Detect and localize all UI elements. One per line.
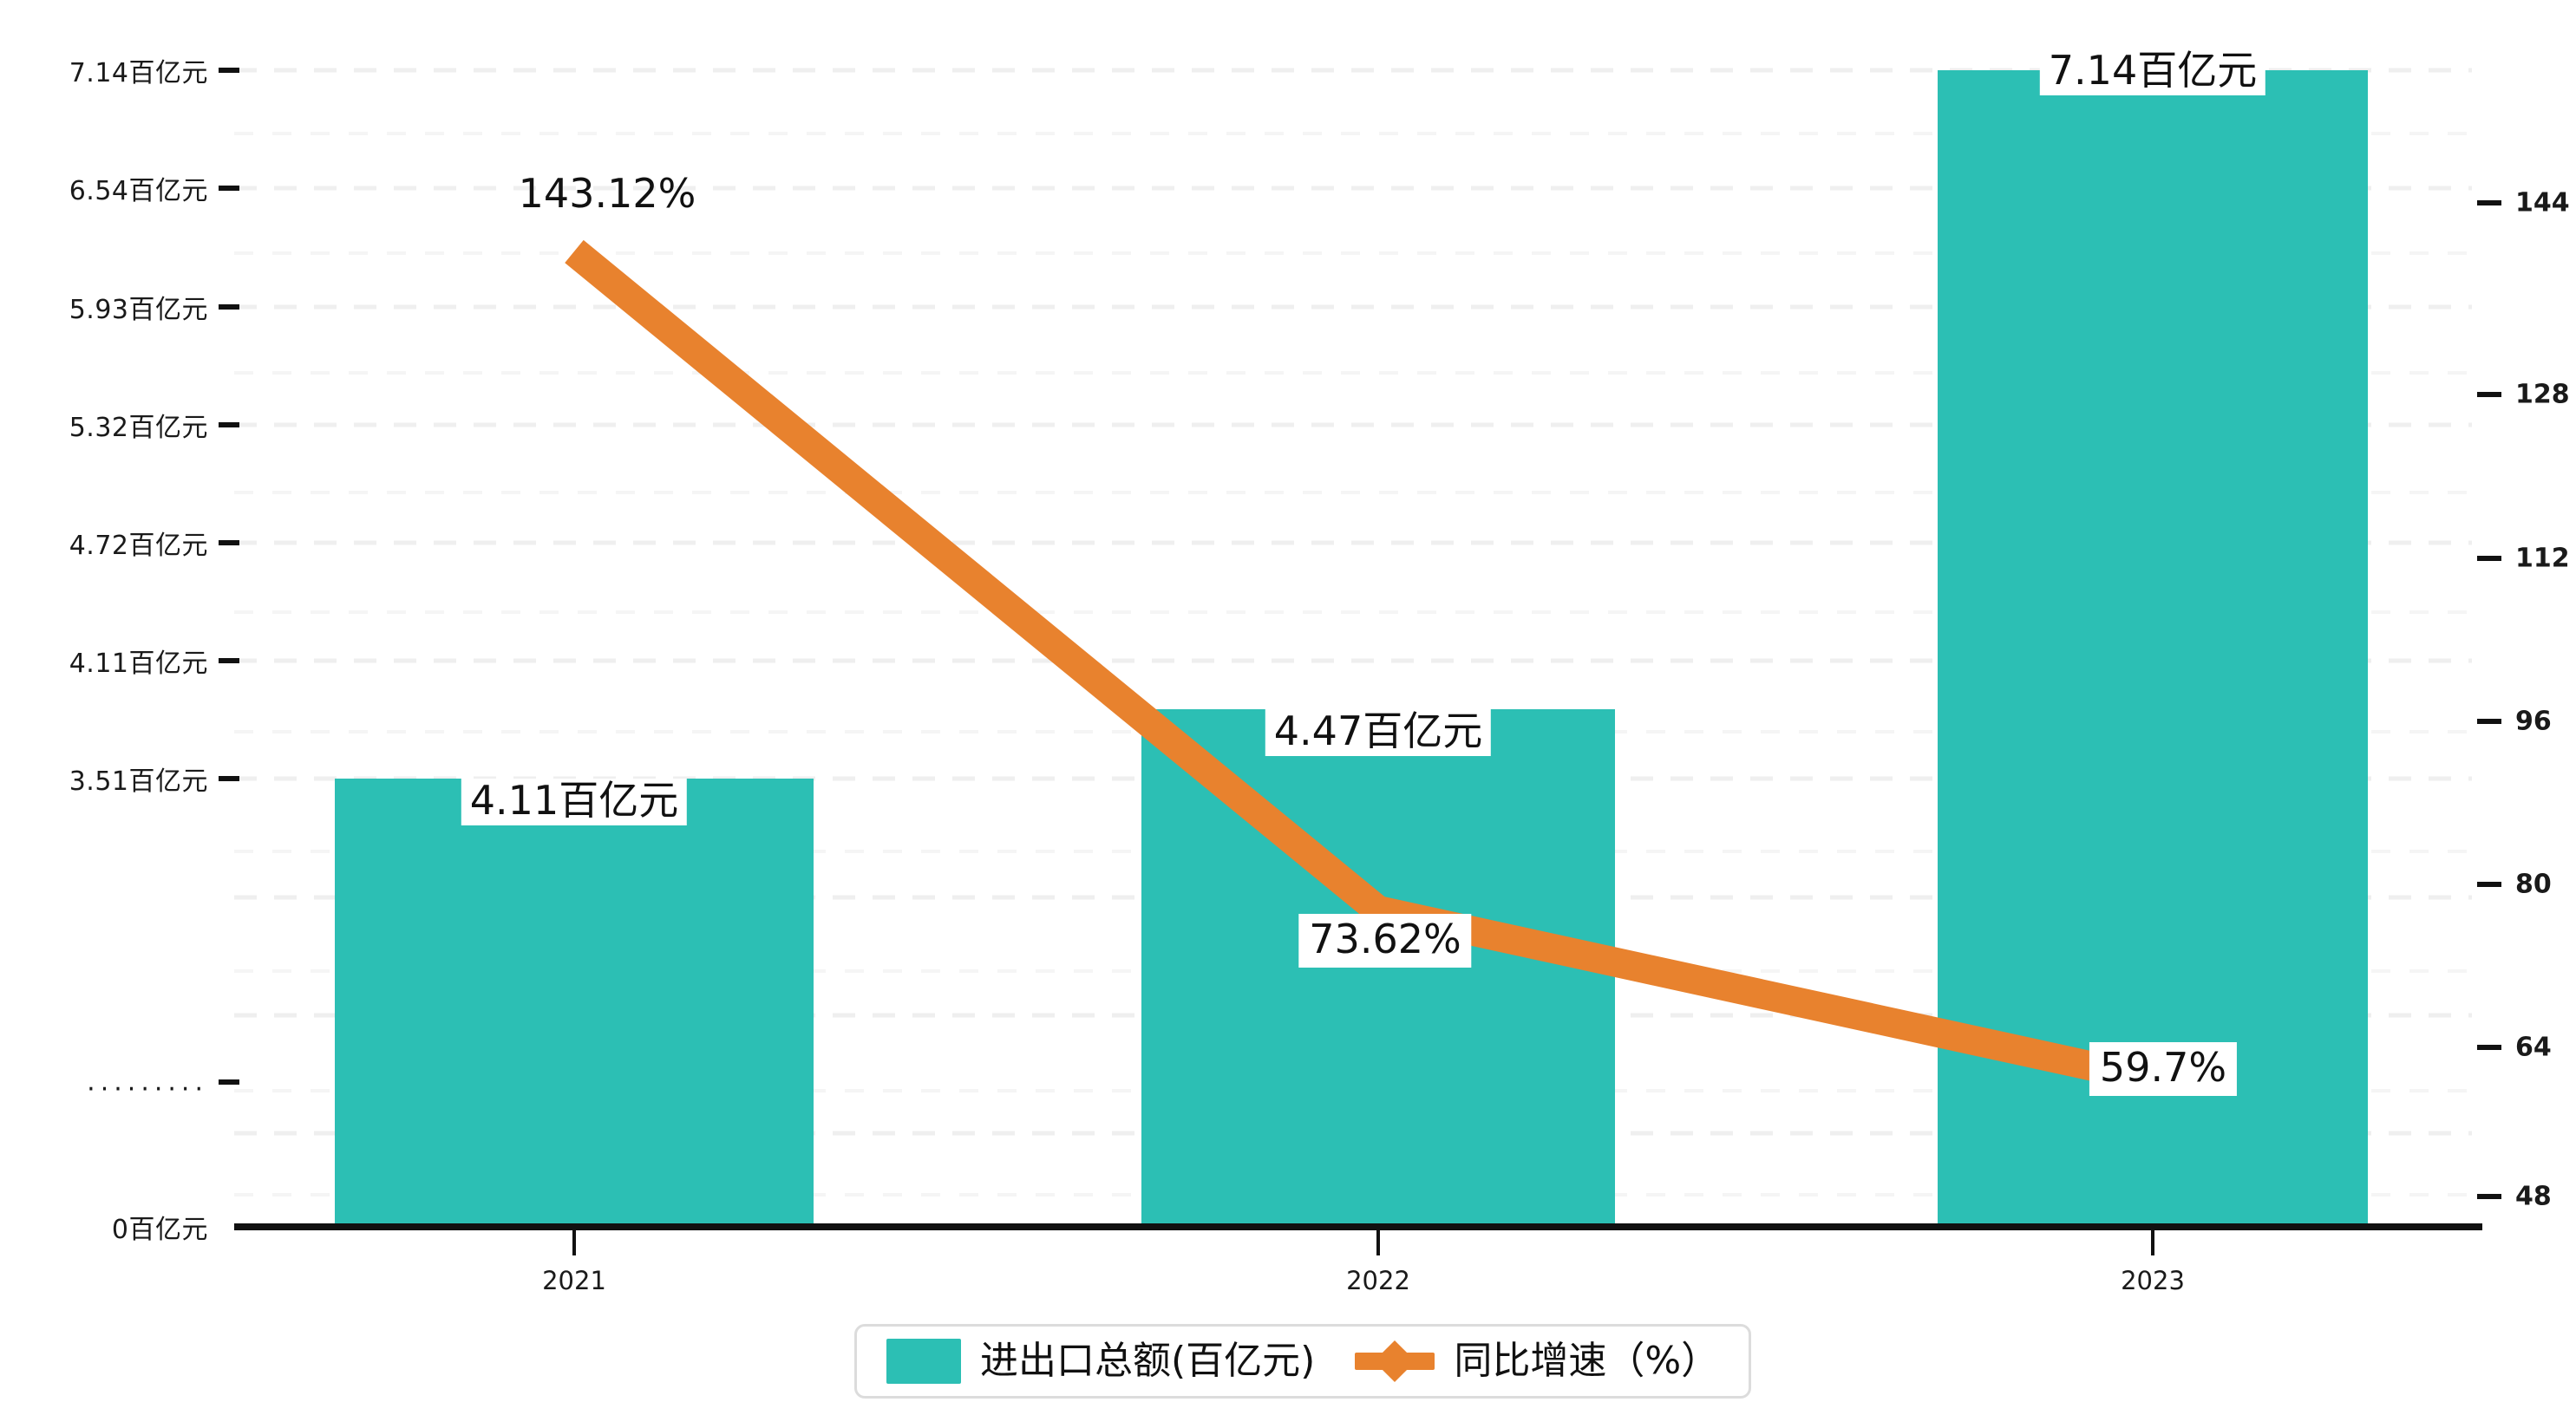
y-axis-left-tick-label: 0百亿元 [111,1215,208,1245]
y-axis-left-tick-label-placeholder: ......... [87,1066,208,1098]
legend-square-swatch-icon [886,1339,961,1384]
bar-2023[interactable] [1938,70,2368,1225]
legend-line-diamond-swatch-icon [1355,1339,1435,1384]
chart-legend: 进出口总额(百亿元) 同比增速（%） [854,1324,1752,1399]
line-series [565,239,2156,1094]
x-axis-tick-label-2023: 2023 [2121,1266,2185,1295]
line-data-label-2022: 73.62% [1298,914,1472,968]
x-axis-tick-label-2022: 2022 [1346,1266,1410,1295]
left-axis-ticks [219,68,239,1085]
y-axis-left-tick-label: 4.11百亿元 [69,649,208,679]
line-data-label-2021: 143.12% [518,170,696,217]
bar-data-label-2023: 7.14百亿元 [2039,49,2266,95]
y-axis-left-tick-label: 7.14百亿元 [69,58,208,88]
growth-line[interactable] [565,239,2156,1094]
bar-data-label-2022: 4.47百亿元 [1265,709,1492,756]
y-axis-left-tick-label: 3.51百亿元 [69,766,208,797]
y-axis-right-tick-label: 80 [2515,869,2552,900]
legend-label-bar-series: 进出口总额(百亿元) [980,1339,1316,1383]
y-axis-right-tick-label: 128 [2515,379,2570,410]
y-axis-right-tick-label: 48 [2515,1181,2552,1212]
y-axis-right-tick-label: 96 [2515,706,2552,737]
y-axis-right-tick-label: 64 [2515,1032,2552,1063]
bar-2021[interactable] [335,779,814,1225]
x-axis-ticks [572,1227,2154,1255]
bar-series [335,70,2368,1225]
y-axis-left-tick-label: 5.32百亿元 [69,413,208,443]
y-axis-left-tick-label: 5.93百亿元 [69,295,208,325]
y-axis-left-tick-label: 4.72百亿元 [69,531,208,561]
right-axis-ticks [2477,200,2501,1199]
line-data-label-2023: 59.7% [2089,1042,2238,1096]
legend-item-line-series[interactable]: 同比增速（%） [1355,1339,1719,1384]
bar-data-label-2021: 4.11百亿元 [461,779,688,825]
y-axis-right-tick-label: 144 [2515,187,2570,218]
legend-label-line-series: 同比增速（%） [1454,1339,1720,1383]
y-axis-left-tick-label: 6.54百亿元 [69,176,208,206]
x-axis-tick-label-2021: 2021 [542,1266,606,1295]
y-axis-right-tick-label: 112 [2515,543,2570,574]
legend-item-bar-series[interactable]: 进出口总额(百亿元) [886,1339,1315,1384]
